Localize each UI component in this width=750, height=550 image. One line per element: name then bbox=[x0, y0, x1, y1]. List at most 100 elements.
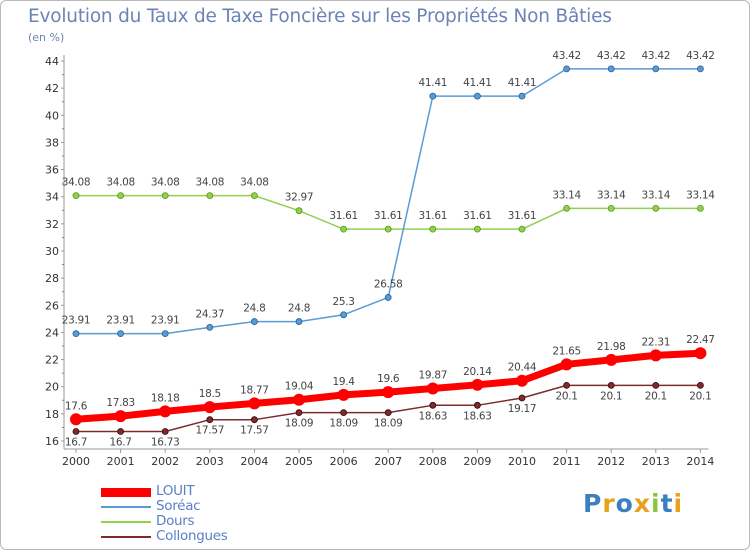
data-point-sor-ac bbox=[206, 324, 214, 331]
data-label: 34.08 bbox=[196, 177, 225, 189]
data-point-dours bbox=[161, 192, 169, 200]
data-label: 24.8 bbox=[288, 303, 310, 315]
logo-letter: i bbox=[673, 489, 684, 518]
y-tick-label: 32 bbox=[45, 218, 59, 231]
data-point-sor-ac bbox=[72, 330, 80, 338]
legend-label: Soréac bbox=[156, 498, 201, 514]
x-tick-label: 2003 bbox=[196, 455, 224, 468]
legend-label: Collongues bbox=[156, 528, 228, 544]
data-point-louit bbox=[293, 393, 305, 406]
logo-letter: t bbox=[660, 489, 674, 518]
legend-swatch bbox=[101, 506, 151, 508]
data-point-louit bbox=[70, 413, 82, 426]
data-label: 31.61 bbox=[463, 210, 492, 222]
data-label: 33.14 bbox=[686, 189, 715, 201]
legend-swatch bbox=[101, 521, 151, 523]
data-label: 24.8 bbox=[243, 303, 265, 315]
data-point-dours bbox=[206, 192, 214, 200]
data-labels-louit: 17.6 17.83 18.18 18.5 18.77 19.04 19.4 19.6 19.8… bbox=[65, 334, 715, 412]
data-point-louit bbox=[382, 386, 395, 399]
logo-letter: P bbox=[583, 489, 603, 518]
data-label: 43.42 bbox=[597, 50, 626, 62]
data-label: 16.73 bbox=[151, 437, 180, 449]
data-point-collongues bbox=[697, 381, 704, 389]
data-label: 17.83 bbox=[106, 397, 135, 409]
data-label: 41.41 bbox=[419, 77, 448, 89]
y-tick-label: 34 bbox=[45, 191, 59, 204]
data-point-dours bbox=[697, 204, 704, 212]
data-label: 20.1 bbox=[645, 390, 667, 402]
data-label: 18.18 bbox=[151, 392, 180, 404]
data-point-collongues bbox=[384, 409, 392, 417]
data-point-sor-ac bbox=[652, 65, 660, 73]
data-point-dours bbox=[563, 204, 570, 212]
data-point-collongues bbox=[206, 416, 214, 424]
data-label: 26.58 bbox=[374, 278, 403, 290]
data-label: 19.04 bbox=[285, 381, 314, 393]
data-point-sor-ac bbox=[161, 330, 169, 338]
data-label: 41.41 bbox=[508, 77, 537, 89]
data-point-dours bbox=[429, 225, 437, 233]
x-tick-label: 2008 bbox=[419, 455, 447, 468]
data-label: 19.6 bbox=[377, 373, 400, 385]
y-tick-label: 16 bbox=[45, 435, 59, 448]
data-point-sor-ac bbox=[697, 65, 704, 73]
axes: 16 18 20 22 24 26 28 30 32 34 36 38 40 42 44 2000 2001 20… bbox=[45, 55, 714, 468]
data-point-collongues bbox=[518, 394, 526, 402]
data-point-collongues bbox=[429, 401, 437, 409]
y-tick-label: 38 bbox=[45, 136, 59, 149]
data-point-louit bbox=[203, 401, 216, 414]
data-point-collongues bbox=[607, 381, 615, 389]
data-point-sor-ac bbox=[518, 92, 526, 100]
data-label: 20.1 bbox=[689, 390, 711, 402]
data-point-dours bbox=[473, 225, 481, 233]
data-point-louit bbox=[605, 353, 618, 366]
data-labels-sor-ac: 23.91 23.91 23.91 24.37 24.8 24.8 25.3 26.58 41.… bbox=[62, 50, 715, 327]
x-tick-label: 2009 bbox=[463, 455, 491, 468]
data-point-collongues bbox=[563, 381, 570, 389]
y-tick-label: 40 bbox=[45, 109, 59, 122]
y-unit-label: (en %) bbox=[28, 31, 65, 44]
data-label: 20.1 bbox=[556, 390, 578, 402]
data-label: 21.65 bbox=[552, 345, 581, 357]
legend-swatch bbox=[101, 536, 151, 538]
data-point-dours bbox=[72, 192, 80, 200]
data-label: 20.44 bbox=[508, 362, 537, 374]
data-label: 32.97 bbox=[285, 192, 314, 204]
data-label: 33.14 bbox=[552, 189, 581, 201]
data-point-collongues bbox=[473, 401, 481, 409]
logo-letter: o bbox=[615, 489, 634, 518]
x-tick-label: 2010 bbox=[508, 455, 536, 468]
data-point-collongues bbox=[250, 416, 258, 424]
data-label: 31.61 bbox=[508, 210, 537, 222]
series-louit bbox=[70, 347, 707, 426]
data-point-louit bbox=[248, 397, 261, 410]
data-label: 20.14 bbox=[463, 366, 492, 378]
data-point-dours bbox=[652, 204, 660, 212]
data-label: 31.61 bbox=[329, 210, 358, 222]
x-tick-label: 2012 bbox=[597, 455, 625, 468]
data-label: 18.09 bbox=[374, 418, 403, 430]
y-tick-label: 18 bbox=[45, 408, 59, 421]
x-tick-label: 2002 bbox=[151, 455, 179, 468]
legend-label: Dours bbox=[156, 513, 195, 529]
data-label: 23.91 bbox=[106, 315, 135, 327]
chart-title: Evolution du Taux de Taxe Foncière sur l… bbox=[28, 6, 612, 27]
data-label: 43.42 bbox=[552, 50, 581, 62]
data-label: 31.61 bbox=[419, 210, 448, 222]
data-point-louit bbox=[159, 405, 172, 418]
data-label: 34.08 bbox=[106, 177, 135, 189]
data-label: 19.87 bbox=[419, 369, 448, 381]
data-label: 43.42 bbox=[686, 50, 715, 62]
data-point-dours bbox=[295, 207, 303, 215]
legend-label: LOUIT bbox=[156, 483, 195, 499]
data-point-sor-ac bbox=[607, 65, 615, 73]
data-label: 34.08 bbox=[62, 177, 91, 189]
data-label: 17.57 bbox=[240, 425, 269, 437]
data-labels-dours: 34.08 34.08 34.08 34.08 34.08 32.97 31.61 31.61… bbox=[62, 177, 716, 223]
data-point-dours bbox=[117, 192, 124, 200]
data-point-louit bbox=[114, 410, 127, 423]
data-point-collongues bbox=[161, 428, 169, 435]
